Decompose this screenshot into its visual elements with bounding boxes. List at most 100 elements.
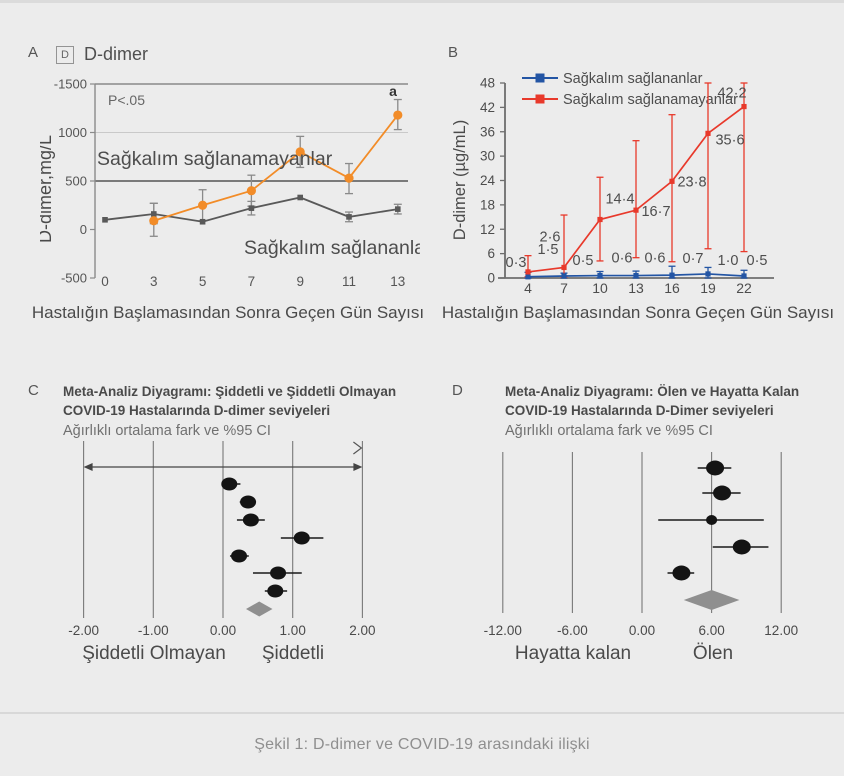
study-row: [702, 485, 741, 501]
svg-text:14·4: 14·4: [605, 192, 634, 208]
svg-text:23·8: 23·8: [677, 174, 706, 190]
study-row: [239, 495, 257, 509]
svg-text:a: a: [389, 83, 397, 99]
panel-c-title-block: Meta-Analiz Diyagramı: Şiddetli ve Şidde…: [63, 382, 408, 439]
svg-text:19: 19: [700, 280, 716, 296]
svg-text:30: 30: [480, 149, 495, 164]
svg-text:0·3: 0·3: [506, 255, 527, 271]
svg-text:0·5: 0·5: [573, 253, 594, 269]
study-row: [221, 477, 241, 491]
panel-c-letter: C: [28, 382, 39, 399]
panel-a-xaxis-title: Hastalığın Başlamasından Sonra Geçen Gün…: [31, 303, 425, 322]
study-row: [229, 549, 249, 563]
top-border: [0, 0, 844, 3]
svg-text:D-dimer (µg/mL): D-dimer (µg/mL): [451, 120, 469, 240]
study-row: [264, 584, 288, 598]
svg-text:3: 3: [150, 274, 158, 289]
svg-text:2.00: 2.00: [349, 623, 375, 638]
pooled-diamond: [246, 601, 273, 617]
svg-text:P<.05: P<.05: [108, 92, 145, 108]
svg-text:0·7: 0·7: [683, 251, 704, 267]
svg-text:7: 7: [248, 274, 256, 289]
panel-c-forest-plot: -2.00 -1.00 0.00 1.00 2.00 Şiddetli Olmayan Şi…: [68, 441, 376, 664]
svg-text:9: 9: [296, 274, 304, 289]
svg-text:2·6: 2·6: [540, 229, 561, 245]
svg-text:22: 22: [736, 280, 752, 296]
nonsurvivors-series: 1·52·6 14·4 16·7 23·8 35·6 42·2: [525, 86, 747, 275]
svg-text:1·5: 1·5: [538, 242, 559, 258]
svg-text:5: 5: [199, 274, 207, 289]
survivors-series: 0·3 0·5 0·6 0·6 0·7 1·0 0·5: [506, 251, 768, 280]
panel-b-letter: B: [448, 44, 459, 61]
study-row: [697, 460, 732, 476]
svg-text:0: 0: [101, 274, 109, 289]
svg-text:0·6: 0·6: [645, 251, 666, 267]
svg-text:10: 10: [592, 280, 608, 296]
study-row: [667, 565, 695, 581]
panel-c-title-line1: Meta-Analiz Diyagramı: Şiddetli ve Şidde…: [63, 384, 397, 399]
panel-d-title-block: Meta-Analiz Diyagramı: Ölen ve Hayatta K…: [505, 382, 835, 439]
d-dimer-box-icon: D: [56, 46, 74, 64]
svg-text:1000: 1000: [58, 125, 87, 140]
svg-text:1.00: 1.00: [280, 623, 306, 638]
panel-d-subtitle: Ağırlıklı ortalama fark ve %95 CI: [505, 423, 713, 439]
panel-a-title: D-dimer: [84, 44, 149, 64]
panel-d-letter: D: [452, 382, 463, 399]
svg-text:Hayatta kalan: Hayatta kalan: [515, 643, 631, 664]
svg-text:-12.00: -12.00: [484, 623, 522, 638]
panel-b-xaxis-title: Hastalığın Başlamasından Sonra Geçen Gün…: [441, 303, 835, 322]
nonsurvivors-series: [149, 110, 403, 226]
svg-text:Şiddetli Olmayan: Şiddetli Olmayan: [82, 643, 226, 664]
svg-text:Sağkalım sağlananlar: Sağkalım sağlananlar: [244, 237, 420, 259]
svg-text:500: 500: [65, 174, 87, 189]
axis-arrowhead-icon: [353, 441, 363, 455]
pooled-diamond: [683, 590, 740, 610]
svg-text:Ölen: Ölen: [693, 643, 733, 664]
svg-text:0·6: 0·6: [612, 251, 633, 267]
svg-text:0: 0: [80, 222, 87, 237]
study-row: [236, 513, 265, 527]
svg-text:42·2: 42·2: [717, 86, 746, 102]
panel-a-chart: -1500 1000 500 0 -500 0 3 5 7 9 11 13 P<.05 a Sağkalım…: [40, 77, 420, 290]
svg-text:6: 6: [487, 246, 495, 261]
study-row: [280, 531, 324, 545]
svg-text:0.00: 0.00: [210, 623, 236, 638]
legend: Sağkalım sağlananlar Sağkalım sağlanamaya…: [522, 71, 738, 108]
svg-text:16: 16: [664, 280, 680, 296]
caption-divider: [0, 712, 844, 714]
panel-d-forest-plot: -12.00 -6.00 0.00 6.00 12.00 Hayatta kalan Öle…: [484, 452, 798, 664]
svg-text:0.00: 0.00: [629, 623, 655, 638]
svg-text:36: 36: [480, 124, 495, 139]
panel-d-title-line1: Meta-Analiz Diyagramı: Ölen ve Hayatta K…: [505, 384, 800, 399]
svg-text:11: 11: [342, 274, 356, 289]
svg-text:-1.00: -1.00: [138, 623, 169, 638]
svg-text:Sağkalım sağlananlar: Sağkalım sağlananlar: [563, 71, 703, 87]
survivors-series: [102, 194, 401, 225]
svg-text:12.00: 12.00: [764, 623, 798, 638]
svg-text:1·0: 1·0: [718, 253, 739, 269]
svg-text:D-dimer,mg/L: D-dimer,mg/L: [40, 135, 55, 243]
study-row: [252, 566, 302, 580]
svg-text:48: 48: [480, 76, 495, 91]
svg-text:35·6: 35·6: [715, 132, 744, 148]
svg-text:-2.00: -2.00: [68, 623, 99, 638]
study-row: [658, 515, 764, 525]
svg-text:18: 18: [480, 197, 495, 212]
svg-text:0·5: 0·5: [747, 253, 768, 269]
svg-text:Sağkalım sağlanamayanlar: Sağkalım sağlanamayanlar: [563, 92, 738, 108]
svg-text:12: 12: [480, 222, 495, 237]
study-row: [712, 539, 769, 555]
svg-text:16·7: 16·7: [641, 204, 670, 220]
svg-text:42: 42: [480, 100, 495, 115]
svg-text:Şiddetli: Şiddetli: [262, 643, 324, 664]
svg-text:Sağkalım sağlanamayanlar: Sağkalım sağlanamayanlar: [97, 148, 333, 170]
panel-c-title-line2: COVID-19 Hastalarında D-dimer seviyeleri: [63, 403, 331, 418]
panel-d-title-line2: COVID-19 Hastalarında D-Dimer seviyeleri: [505, 403, 774, 418]
figure-caption: Şekil 1: D-dimer ve COVID-19 arasındaki …: [254, 736, 590, 753]
panel-b-chart: 0 6 12 18 24 30 36 42 48 4 7 10 13 16 19 22 Sağkalım sağ…: [451, 71, 774, 296]
panel-a-letter: A: [28, 44, 39, 61]
svg-text:13: 13: [628, 280, 644, 296]
svg-text:-1500: -1500: [54, 77, 87, 92]
svg-text:7: 7: [560, 280, 568, 296]
svg-text:24: 24: [480, 173, 496, 188]
